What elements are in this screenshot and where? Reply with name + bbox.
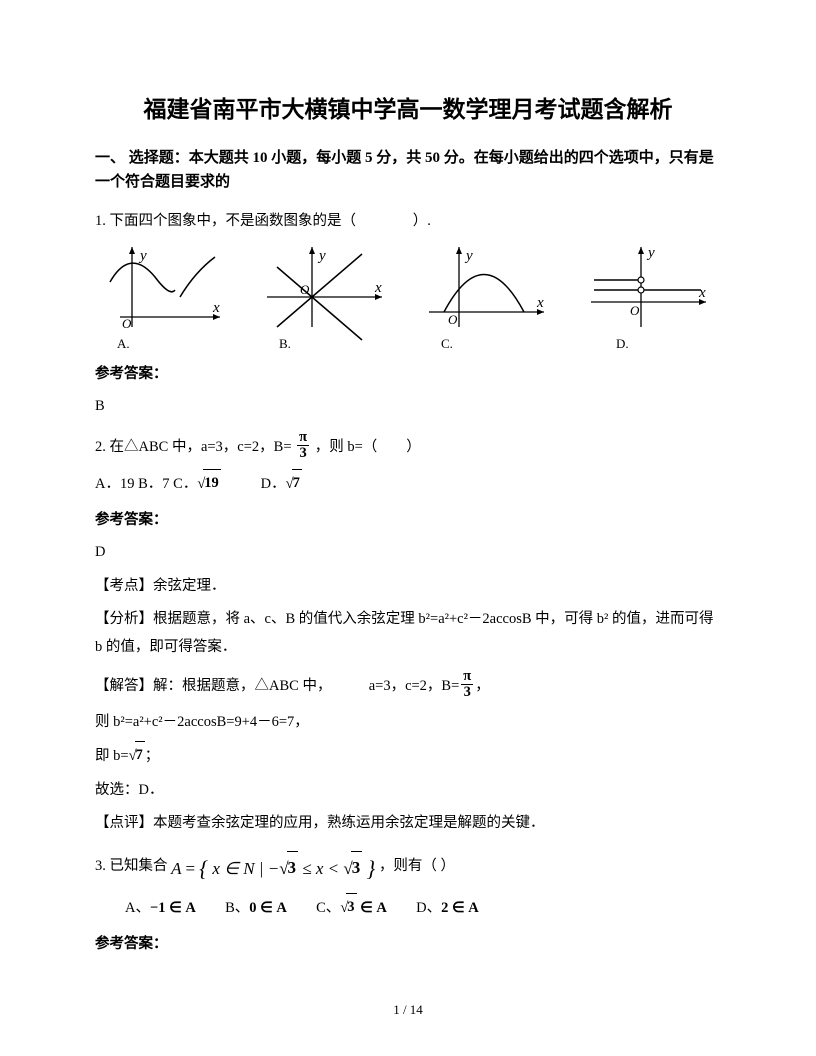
graph-c-label: C.: [441, 336, 453, 352]
q3-optD-val: 2 ∈ A: [441, 900, 479, 916]
set-body2: ≤ x <: [298, 859, 343, 878]
graph-a-svg: y x O: [100, 242, 230, 332]
q2-ji-rad: 7: [135, 741, 145, 770]
q3-optC-rad: 3: [346, 893, 356, 922]
svg-text:y: y: [138, 248, 147, 264]
q2-stem: 2. 在△ABC 中，a=3，c=2，B= π 3 ，则 b=（ ）: [95, 432, 721, 463]
q3-optA-pre: A、: [125, 900, 150, 916]
sqrt-icon: 7: [129, 742, 145, 771]
q3-stem-post: ，则有（ ）: [379, 858, 455, 874]
eq-sign: =: [185, 859, 195, 878]
q2-ji: 即 b= 7；: [95, 742, 721, 771]
graph-b-label: B.: [279, 336, 291, 352]
q2-jie-pre: 【解答】解：根据题意，△ABC 中，: [95, 678, 331, 694]
graph-b: y x O B.: [257, 242, 397, 352]
q2-optd-rad: 7: [292, 469, 302, 498]
set-body1: x ∈ N | −: [212, 859, 279, 878]
frac-num: π: [297, 430, 309, 446]
q2-guxuan: 故选：D．: [95, 777, 721, 805]
q2-stem-post: ，则 b=（ ）: [315, 439, 421, 455]
page-number: 1 / 14: [0, 1002, 816, 1018]
q3-answer-head: 参考答案：: [95, 932, 721, 953]
q3-optC-pre: C、: [316, 900, 340, 916]
q2-ji-pre: 即 b=: [95, 748, 129, 764]
q1-answer: B: [95, 393, 721, 421]
svg-text:x: x: [698, 285, 706, 301]
q1-stem-suffix: ）.: [413, 213, 431, 229]
q3-optC-post: ∈ A: [357, 900, 387, 916]
graph-a-label: A.: [117, 336, 130, 352]
q3-optB-pre: B、: [225, 900, 249, 916]
sqrt-icon: 7: [286, 470, 302, 499]
left-brace-icon: {: [199, 856, 208, 881]
q3-rad1: 3: [287, 851, 299, 884]
q3-optB-val: 0 ∈ A: [249, 900, 287, 916]
frac-den: 3: [461, 685, 473, 700]
q2-opts-ab: A．19 B．7 C．: [95, 476, 197, 492]
q3-stem: 3. 已知集合 A = { x ∈ N | − 3 ≤ x < 3 } ，则有（ …: [95, 846, 721, 888]
q2-options: A．19 B．7 C． 19 D． 7: [95, 470, 721, 499]
set-A: A: [171, 859, 181, 878]
q3-rad2: 3: [351, 851, 363, 884]
q2-jie-vals: a=3，c=2，B=: [369, 678, 460, 694]
graph-b-svg: y x O: [262, 242, 392, 332]
section-heading: 一、 选择题：本大题共 10 小题，每小题 5 分，共 50 分。在每小题给出的…: [95, 146, 721, 194]
set-definition: A = { x ∈ N | − 3 ≤ x < 3 }: [171, 846, 375, 888]
q2-jie: 【解答】解：根据题意，△ABC 中， a=3，c=2，B= π 3 ，: [95, 671, 721, 702]
q3-optA-val: −1 ∈ A: [150, 900, 196, 916]
sqrt-icon: 3: [279, 852, 298, 885]
right-brace-icon: }: [367, 856, 376, 881]
fraction-icon: π 3: [461, 669, 473, 700]
q2-jie-post: ，: [475, 678, 490, 694]
q1-answer-head: 参考答案：: [95, 362, 721, 383]
svg-text:x: x: [212, 300, 220, 316]
q3-options: A、−1 ∈ A B、0 ∈ A C、 3 ∈ A D、2 ∈ A: [125, 894, 721, 923]
q3-stem-pre: 3. 已知集合: [95, 858, 171, 874]
q2-answer-head: 参考答案：: [95, 508, 721, 529]
q3-optD-pre: D、: [416, 900, 441, 916]
svg-text:y: y: [317, 248, 326, 264]
blank: [360, 213, 410, 229]
q2-dianping: 【点评】本题考查余弦定理的应用，熟练运用余弦定理是解题的关键．: [95, 810, 721, 838]
graph-c-svg: y x O: [424, 242, 554, 332]
svg-text:O: O: [122, 316, 132, 331]
svg-text:y: y: [646, 245, 655, 261]
graph-d-svg: y x O: [586, 242, 716, 332]
graph-a: y x O A.: [95, 242, 235, 352]
q1-stem: 1. 下面四个图象中，不是函数图象的是（ ）.: [95, 208, 721, 236]
q2-kaodian: 【考点】余弦定理．: [95, 573, 721, 601]
q1-graphs: y x O A. y x O B. y x: [95, 242, 721, 352]
sqrt-icon: 3: [343, 852, 362, 885]
frac-num: π: [461, 669, 473, 685]
graph-d: y x O D.: [581, 242, 721, 352]
frac-den: 3: [297, 446, 309, 461]
sqrt-icon: 19: [197, 470, 220, 499]
svg-text:O: O: [630, 303, 640, 318]
exam-title: 福建省南平市大横镇中学高一数学理月考试题含解析: [95, 90, 721, 124]
graph-c: y x O C.: [419, 242, 559, 352]
q2-fenxi: 【分析】根据题意，将 a、c、B 的值代入余弦定理 b²=a²+c²－2acco…: [95, 606, 721, 661]
q2-optc-rad: 19: [203, 469, 221, 498]
sqrt-icon: 3: [340, 894, 356, 923]
q2-ji-post: ；: [145, 748, 160, 764]
q2-answer: D: [95, 539, 721, 567]
q1-stem-prefix: 1. 下面四个图象中，不是函数图象的是（: [95, 213, 356, 229]
svg-text:y: y: [464, 248, 473, 264]
q2-calc: 则 b²=a²+c²－2accosB=9+4－6=7，: [95, 709, 721, 737]
svg-text:x: x: [536, 295, 544, 311]
q2-stem-pre: 2. 在△ABC 中，a=3，c=2，B=: [95, 439, 292, 455]
q2-optd-pre: D．: [224, 476, 285, 492]
fraction-icon: π 3: [297, 430, 309, 461]
svg-text:x: x: [374, 280, 382, 296]
svg-text:O: O: [448, 312, 458, 327]
graph-d-label: D.: [616, 336, 629, 352]
